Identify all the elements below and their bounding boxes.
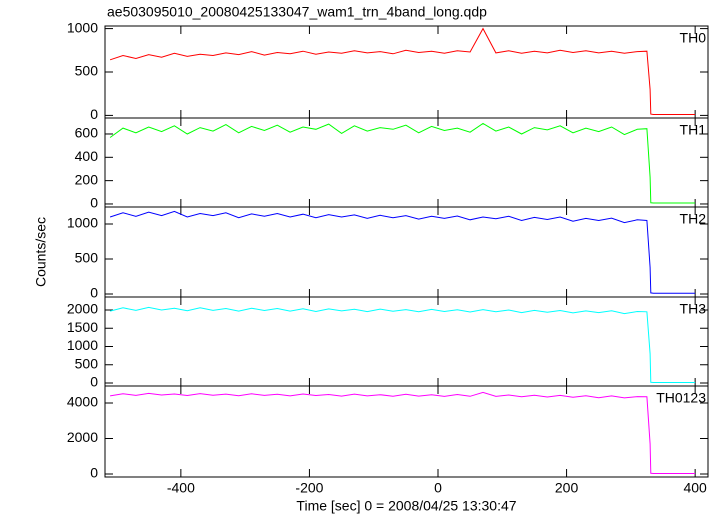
series-line [109, 122, 696, 204]
y-tick-label: 0 [90, 374, 98, 390]
series-label: TH0 [680, 30, 707, 46]
y-tick-label: 1000 [67, 337, 98, 353]
y-tick-label: 600 [75, 125, 99, 141]
x-tick-label: 0 [434, 480, 442, 496]
y-tick-label: 1000 [67, 215, 98, 231]
series-label: TH3 [680, 301, 707, 317]
chart-title: ae503095010_20080425133047_wam1_trn_4ban… [107, 4, 487, 20]
series-label: TH0123 [656, 390, 706, 406]
y-tick-label: 2000 [67, 429, 98, 445]
plot-frame [104, 385, 709, 478]
y-tick-label: 500 [75, 355, 99, 371]
x-axis-label: Time [sec] 0 = 2008/04/25 13:30:47 [296, 498, 516, 514]
series-line [110, 391, 696, 474]
y-tick-label: 200 [75, 171, 99, 187]
x-tick-label: 200 [555, 480, 579, 496]
y-tick-label: 1500 [67, 319, 98, 335]
plot-frame [104, 25, 709, 119]
plot-frame [104, 296, 709, 387]
series-label: TH2 [680, 211, 707, 227]
y-tick-label: 500 [75, 250, 99, 266]
y-tick-label: 0 [90, 465, 98, 481]
y-tick-label: 0 [90, 195, 98, 211]
y-tick-label: 4000 [67, 394, 98, 410]
x-tick-label: -200 [295, 480, 323, 496]
series-label: TH1 [680, 122, 707, 138]
y-tick-label: 0 [90, 106, 98, 122]
y-tick-label: 1000 [67, 19, 98, 35]
series-line [109, 27, 696, 115]
x-tick-label: 400 [683, 480, 707, 496]
series-line [109, 210, 696, 294]
y-axis-label: Counts/sec [33, 217, 49, 287]
y-tick-label: 500 [75, 63, 99, 79]
plot-frame [104, 117, 709, 208]
y-tick-label: 2000 [67, 301, 98, 317]
y-tick-label: 0 [90, 285, 98, 301]
y-tick-label: 400 [75, 148, 99, 164]
x-tick-label: -400 [167, 480, 195, 496]
series-line [109, 306, 696, 383]
